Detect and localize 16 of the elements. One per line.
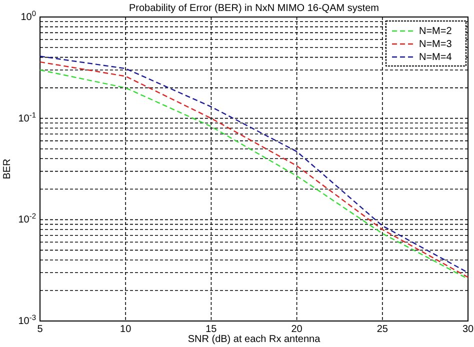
x-tick-label: 15 (206, 324, 218, 335)
legend-label: N=M=4 (419, 52, 452, 63)
legend-label: N=M=2 (419, 26, 452, 37)
y-tick-label: 10$^{-1}$ (18, 110, 36, 124)
y-tick-label: 10$^{-3}$ (18, 312, 36, 327)
y-tick-label: 10$^{-2}$ (18, 211, 36, 226)
legend-label: N=M=3 (419, 39, 452, 50)
x-tick-label: 5 (37, 324, 44, 335)
x-tick-label: 10 (120, 324, 132, 335)
x-tick-label: 20 (291, 324, 303, 335)
y-tick-label: 10$^{0}$ (20, 8, 36, 23)
chart-title: Probability of Error (BER) in NxN MIMO 16-QAM system (128, 3, 380, 14)
x-axis-title: SNR (dB) at each Rx antenna (188, 334, 321, 345)
x-tick-label: 30 (462, 324, 474, 335)
x-tick-label: 25 (376, 324, 388, 335)
y-axis-title: BER (2, 158, 13, 180)
